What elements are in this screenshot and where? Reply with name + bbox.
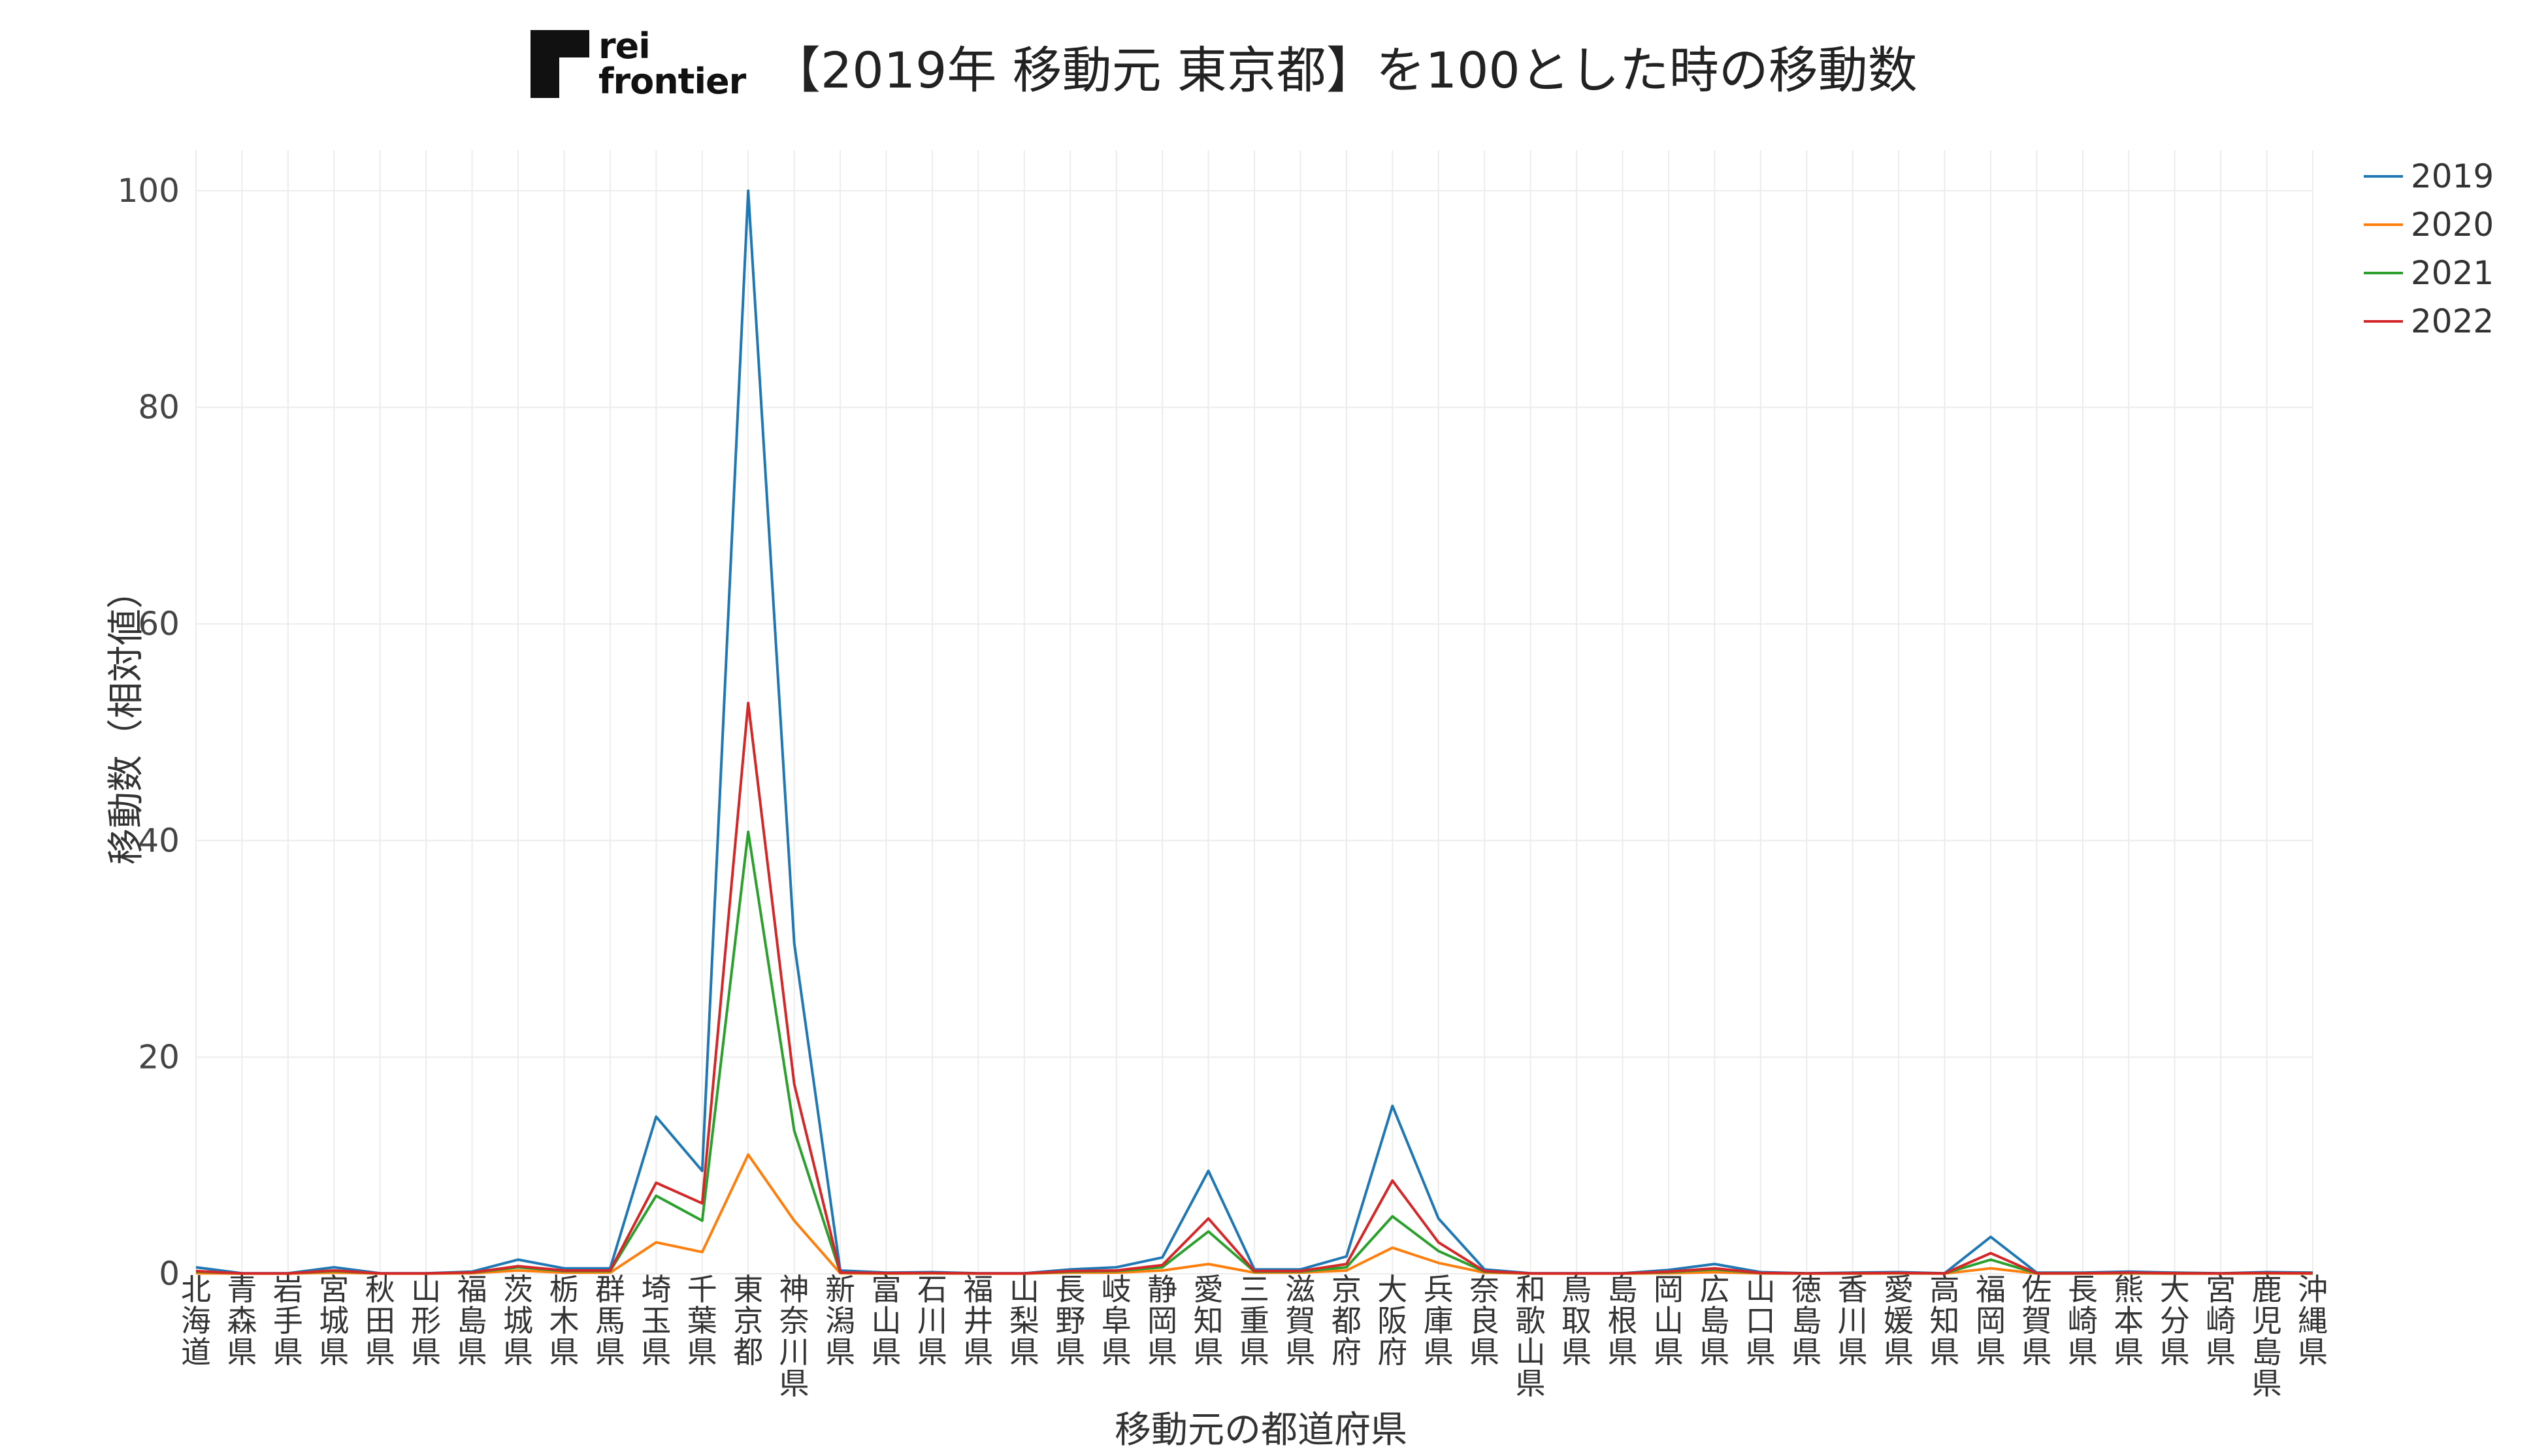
legend-label-2021: 2021 bbox=[2411, 254, 2494, 292]
x-tick-label: 愛媛県 bbox=[1884, 1272, 1914, 1370]
y-axis-label: 移動数（相対値） bbox=[105, 572, 148, 865]
x-tick-label: 栃木県 bbox=[549, 1272, 579, 1370]
x-tick-label: 鹿児島県 bbox=[2252, 1272, 2282, 1401]
logo-text: rei frontier bbox=[598, 25, 746, 102]
x-tick-label: 山口県 bbox=[1746, 1272, 1776, 1370]
x-tick-label: 大分県 bbox=[2160, 1272, 2190, 1370]
x-tick-label: 熊本県 bbox=[2114, 1272, 2144, 1370]
legend-label-2020: 2020 bbox=[2411, 206, 2494, 244]
series-line-2022 bbox=[195, 702, 2313, 1275]
x-tick-label: 三重県 bbox=[1239, 1272, 1269, 1370]
series-lines bbox=[195, 189, 2313, 1275]
x-axis: 北海道青森県岩手県宮城県秋田県山形県福島県茨城県栃木県群馬県埼玉県千葉県東京都神… bbox=[181, 1272, 2328, 1401]
x-tick-label: 滋賀県 bbox=[1285, 1272, 1315, 1370]
x-tick-label: 奈良県 bbox=[1469, 1272, 1499, 1370]
x-tick-label: 福島県 bbox=[457, 1272, 487, 1370]
x-tick-label: 富山県 bbox=[872, 1272, 902, 1370]
x-tick-label: 宮城県 bbox=[319, 1272, 349, 1370]
x-tick-label: 広島県 bbox=[1699, 1272, 1729, 1370]
x-tick-label: 北海道 bbox=[181, 1272, 211, 1370]
x-tick-label: 東京都 bbox=[733, 1272, 763, 1370]
x-tick-label: 沖縄県 bbox=[2298, 1272, 2328, 1370]
x-tick-label: 埼玉県 bbox=[641, 1272, 671, 1370]
x-tick-label: 高知県 bbox=[1930, 1272, 1960, 1370]
y-tick-label: 60 bbox=[138, 605, 180, 643]
x-tick-label: 群馬県 bbox=[595, 1272, 625, 1370]
x-tick-label: 神奈川県 bbox=[779, 1272, 809, 1401]
x-tick-label: 岐阜県 bbox=[1102, 1272, 1132, 1370]
x-tick-label: 大阪府 bbox=[1377, 1272, 1407, 1370]
x-tick-label: 山梨県 bbox=[1009, 1272, 1039, 1370]
x-tick-label: 山形県 bbox=[411, 1272, 441, 1370]
x-tick-label: 静岡県 bbox=[1147, 1272, 1177, 1370]
logo-line-2: frontier bbox=[598, 61, 746, 102]
grid-lines bbox=[195, 150, 2313, 1274]
x-tick-label: 岡山県 bbox=[1654, 1272, 1684, 1370]
x-tick-label: 長崎県 bbox=[2068, 1272, 2098, 1370]
legend: 2019 2020 2021 2022 bbox=[2364, 157, 2494, 340]
x-tick-label: 宮崎県 bbox=[2206, 1272, 2236, 1370]
y-tick-label: 20 bbox=[138, 1038, 180, 1076]
x-tick-label: 愛知県 bbox=[1194, 1272, 1224, 1370]
x-tick-label: 佐賀県 bbox=[2021, 1272, 2051, 1370]
y-axis: 0 20 40 60 80 100 bbox=[118, 172, 180, 1293]
legend-label-2022: 2022 bbox=[2411, 302, 2494, 340]
x-tick-label: 茨城県 bbox=[503, 1272, 533, 1370]
x-tick-label: 和歌山県 bbox=[1516, 1272, 1546, 1401]
y-tick-label: 40 bbox=[138, 822, 180, 860]
x-tick-label: 新潟県 bbox=[825, 1272, 855, 1370]
logo-line-1: rei bbox=[598, 25, 651, 67]
y-tick-label: 80 bbox=[138, 389, 180, 427]
x-tick-label: 福岡県 bbox=[1976, 1272, 2006, 1370]
x-tick-label: 香川県 bbox=[1838, 1272, 1868, 1370]
x-tick-label: 徳島県 bbox=[1791, 1272, 1821, 1370]
x-tick-label: 青森県 bbox=[227, 1272, 257, 1370]
x-tick-label: 長野県 bbox=[1055, 1272, 1085, 1370]
x-tick-label: 兵庫県 bbox=[1424, 1272, 1454, 1370]
x-tick-label: 京都府 bbox=[1331, 1272, 1362, 1370]
x-tick-label: 鳥取県 bbox=[1561, 1272, 1592, 1370]
x-tick-label: 石川県 bbox=[917, 1272, 947, 1370]
y-tick-label: 0 bbox=[159, 1255, 180, 1293]
x-tick-label: 岩手県 bbox=[273, 1272, 303, 1370]
y-tick-label: 100 bbox=[118, 172, 180, 210]
x-tick-label: 島根県 bbox=[1607, 1272, 1637, 1370]
x-tick-label: 福井県 bbox=[963, 1272, 993, 1370]
chart-title: 【2019年 移動元 東京都】を100とした時の移動数 bbox=[771, 41, 1918, 99]
legend-label-2019: 2019 bbox=[2411, 157, 2494, 195]
x-axis-label: 移動元の都道府県 bbox=[1115, 1409, 1407, 1451]
x-tick-label: 千葉県 bbox=[687, 1272, 717, 1370]
logo-icon bbox=[531, 30, 589, 98]
x-tick-label: 秋田県 bbox=[365, 1272, 395, 1370]
